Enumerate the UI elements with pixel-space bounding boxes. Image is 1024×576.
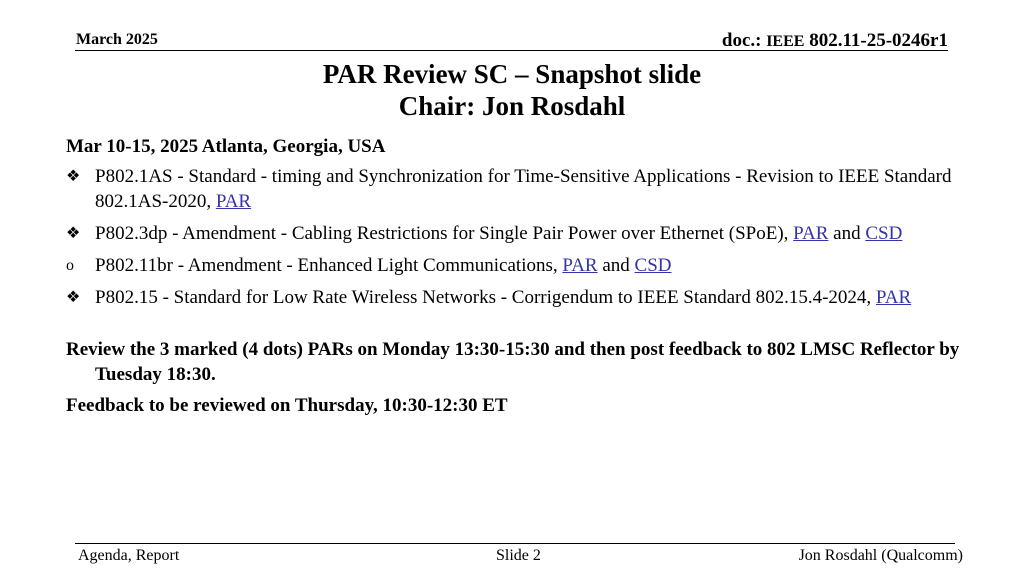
list-item: ❖ P802.3dp - Amendment - Cabling Restrict…	[66, 221, 966, 246]
list-item: ❖ P802.1AS - Standard - timing and Synchr…	[66, 164, 966, 214]
footer-slide-number: Slide 2	[496, 547, 541, 564]
list-item: o P802.11br - Amendment - Enhanced Light …	[66, 253, 966, 278]
item-conjunction: and	[828, 223, 866, 244]
par-link[interactable]: PAR	[215, 191, 252, 212]
review-note: Review the 3 marked (4 dots) PARs on Mon…	[66, 339, 960, 385]
slide-title: PAR Review SC – Snapshot slide Chair: Jo…	[0, 58, 1024, 122]
slide-body: Mar 10-15, 2025 Atlanta, Georgia, USA ❖ P…	[66, 134, 966, 418]
header-divider	[75, 50, 948, 51]
doc-ieee: IEEE	[766, 33, 805, 50]
diamond-bullet-icon: ❖	[66, 289, 81, 306]
diamond-bullet-icon: ❖	[66, 168, 81, 185]
csd-link[interactable]: CSD	[634, 255, 672, 276]
csd-link[interactable]: CSD	[865, 223, 903, 244]
feedback-note: Feedback to be reviewed on Thursday, 10:…	[66, 395, 508, 416]
par-link[interactable]: PAR	[793, 223, 829, 244]
title-line-2: Chair: Jon Rosdahl	[398, 91, 626, 121]
item-text: P802.11br - Amendment - Enhanced Light C…	[95, 255, 563, 276]
item-conjunction: and	[597, 255, 635, 276]
footer-divider	[75, 543, 955, 544]
diamond-bullet-icon: ❖	[66, 225, 81, 242]
item-text: P802.1AS - Standard - timing and Synchro…	[95, 166, 952, 212]
meeting-info: Mar 10-15, 2025 Atlanta, Georgia, USA	[66, 136, 386, 157]
footer-left: Agenda, Report	[78, 547, 180, 564]
circle-bullet-icon: o	[66, 257, 74, 274]
doc-prefix: doc.:	[721, 30, 762, 51]
doc-number: 802.11-25-0246r1	[809, 30, 948, 51]
list-item: ❖ P802.15 - Standard for Low Rate Wireles…	[66, 285, 966, 310]
header-date: March 2025	[76, 31, 158, 48]
footer-author: Jon Rosdahl (Qualcomm)	[798, 547, 963, 564]
title-line-1: PAR Review SC – Snapshot slide	[322, 59, 702, 89]
header-doc-id: doc.: IEEE 802.11-25-0246r1	[722, 30, 948, 52]
item-text: P802.15 - Standard for Low Rate Wireless…	[95, 287, 876, 308]
item-text: P802.3dp - Amendment - Cabling Restricti…	[95, 223, 794, 244]
par-link[interactable]: PAR	[875, 287, 912, 308]
par-link[interactable]: PAR	[562, 255, 598, 276]
